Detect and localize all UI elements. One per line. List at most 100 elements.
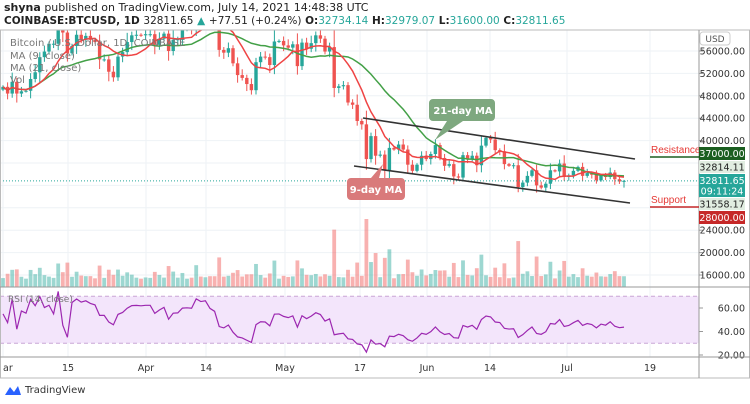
candle-body bbox=[580, 166, 585, 176]
candle-body bbox=[33, 72, 37, 79]
candle-body bbox=[51, 43, 56, 45]
open-label: O: bbox=[305, 15, 319, 27]
volume-bar bbox=[258, 275, 263, 287]
candle-body bbox=[281, 40, 286, 46]
volume-bar bbox=[74, 271, 79, 287]
time-tick-label: 14 bbox=[484, 363, 496, 374]
volume-bar bbox=[364, 219, 369, 287]
volume-bar bbox=[152, 271, 157, 287]
volume-bar bbox=[231, 272, 235, 287]
channel-upper-line bbox=[362, 117, 636, 160]
tradingview-logo[interactable]: TradingView bbox=[4, 384, 85, 396]
candle-body bbox=[594, 174, 599, 181]
volume-bar bbox=[217, 257, 222, 287]
candle-body bbox=[433, 145, 438, 155]
candle-body bbox=[401, 144, 405, 150]
candle-body bbox=[557, 163, 562, 172]
volume-bar bbox=[359, 275, 364, 287]
candle-body bbox=[364, 124, 369, 160]
volume-bar bbox=[37, 267, 42, 287]
volume-bar bbox=[502, 263, 507, 287]
volume-bar bbox=[47, 276, 51, 287]
volume-bar bbox=[88, 276, 93, 287]
resistance-label: Resistance bbox=[651, 145, 701, 156]
volume-bar bbox=[129, 274, 134, 287]
candle-body bbox=[553, 170, 557, 172]
volume-bar bbox=[60, 272, 65, 287]
volume-bar bbox=[571, 274, 576, 287]
volume-bar bbox=[557, 270, 562, 287]
volume-bar bbox=[415, 275, 419, 287]
candle-body bbox=[15, 81, 19, 94]
volume-bar bbox=[14, 269, 19, 287]
candle-body bbox=[516, 165, 520, 188]
volume-bar bbox=[281, 275, 286, 287]
candle-body bbox=[525, 175, 530, 183]
volume-bar bbox=[318, 276, 323, 287]
candle-body bbox=[84, 35, 88, 40]
resistance-price: 37000.00 bbox=[699, 149, 744, 160]
volume-bar bbox=[396, 274, 401, 287]
volume-bar bbox=[461, 260, 465, 287]
candle-body bbox=[461, 155, 465, 178]
volume-bar bbox=[221, 276, 226, 287]
candle-body bbox=[249, 84, 254, 91]
candle-body bbox=[314, 35, 318, 44]
volume-bar bbox=[336, 277, 341, 287]
candle-body bbox=[337, 86, 341, 88]
volume-bar bbox=[171, 271, 176, 287]
volume-bar bbox=[28, 269, 33, 287]
candle-body bbox=[258, 56, 263, 63]
candle-body bbox=[410, 164, 415, 171]
candle-body bbox=[452, 164, 456, 177]
volume-bar bbox=[272, 260, 277, 287]
symbol-info: COINBASE:BTCUSD, 1D 32811.65 ▲ +77.51 (+… bbox=[4, 15, 565, 27]
candle-body bbox=[295, 44, 300, 67]
rsi-panel: 60.00 40.00 20.00 bbox=[0, 291, 745, 362]
candle-body bbox=[47, 43, 51, 52]
candle-body bbox=[291, 44, 295, 48]
time-tick-label: 14 bbox=[200, 363, 212, 374]
candle-body bbox=[493, 139, 497, 151]
volume-bars bbox=[1, 219, 626, 287]
high-value: 32979.07 bbox=[384, 15, 436, 27]
time-tick-label: 17 bbox=[354, 363, 366, 374]
volume-bar bbox=[5, 273, 10, 287]
volume-bar bbox=[392, 278, 396, 287]
candle-body bbox=[102, 59, 106, 61]
candle-body bbox=[24, 90, 28, 92]
candle-body bbox=[438, 145, 442, 158]
volume-bar bbox=[419, 269, 424, 287]
volume-bar bbox=[622, 276, 626, 287]
volume-bar bbox=[543, 274, 548, 287]
candle-body bbox=[465, 155, 470, 160]
ma9-callout-text: 9-day MA bbox=[350, 185, 403, 196]
price-change: +77.51 (+0.24%) bbox=[208, 15, 302, 27]
volume-bar bbox=[520, 273, 525, 287]
candle-body bbox=[235, 63, 240, 76]
candle-body bbox=[424, 155, 428, 160]
candle-body bbox=[521, 182, 525, 188]
symbol: COINBASE:BTCUSD, 1D bbox=[4, 15, 140, 27]
volume-bar bbox=[203, 277, 208, 287]
candle-body bbox=[217, 30, 221, 50]
volume-bar bbox=[599, 276, 603, 287]
ma21-callout-text: 21-day MA bbox=[433, 106, 493, 117]
volume-bar bbox=[474, 268, 479, 287]
volume-bar bbox=[309, 275, 314, 287]
volume-bar bbox=[479, 254, 484, 287]
candle-body bbox=[107, 59, 111, 72]
open-value: 32734.14 bbox=[318, 15, 369, 27]
chart-legend: Bitcoin / U.S. Dollar, 1D, COINBASE MA (… bbox=[8, 38, 185, 305]
volume-bar bbox=[580, 268, 585, 287]
candle-body bbox=[157, 38, 162, 45]
price-tick-label: 48000.00 bbox=[700, 91, 745, 102]
volume-bar bbox=[10, 269, 15, 287]
last-price: 32811.65 bbox=[143, 15, 194, 27]
candle-body bbox=[415, 164, 419, 171]
volume-bar bbox=[497, 277, 502, 287]
volume-bar bbox=[451, 262, 456, 287]
volume-bar bbox=[401, 274, 406, 287]
volume-bar bbox=[93, 278, 97, 287]
